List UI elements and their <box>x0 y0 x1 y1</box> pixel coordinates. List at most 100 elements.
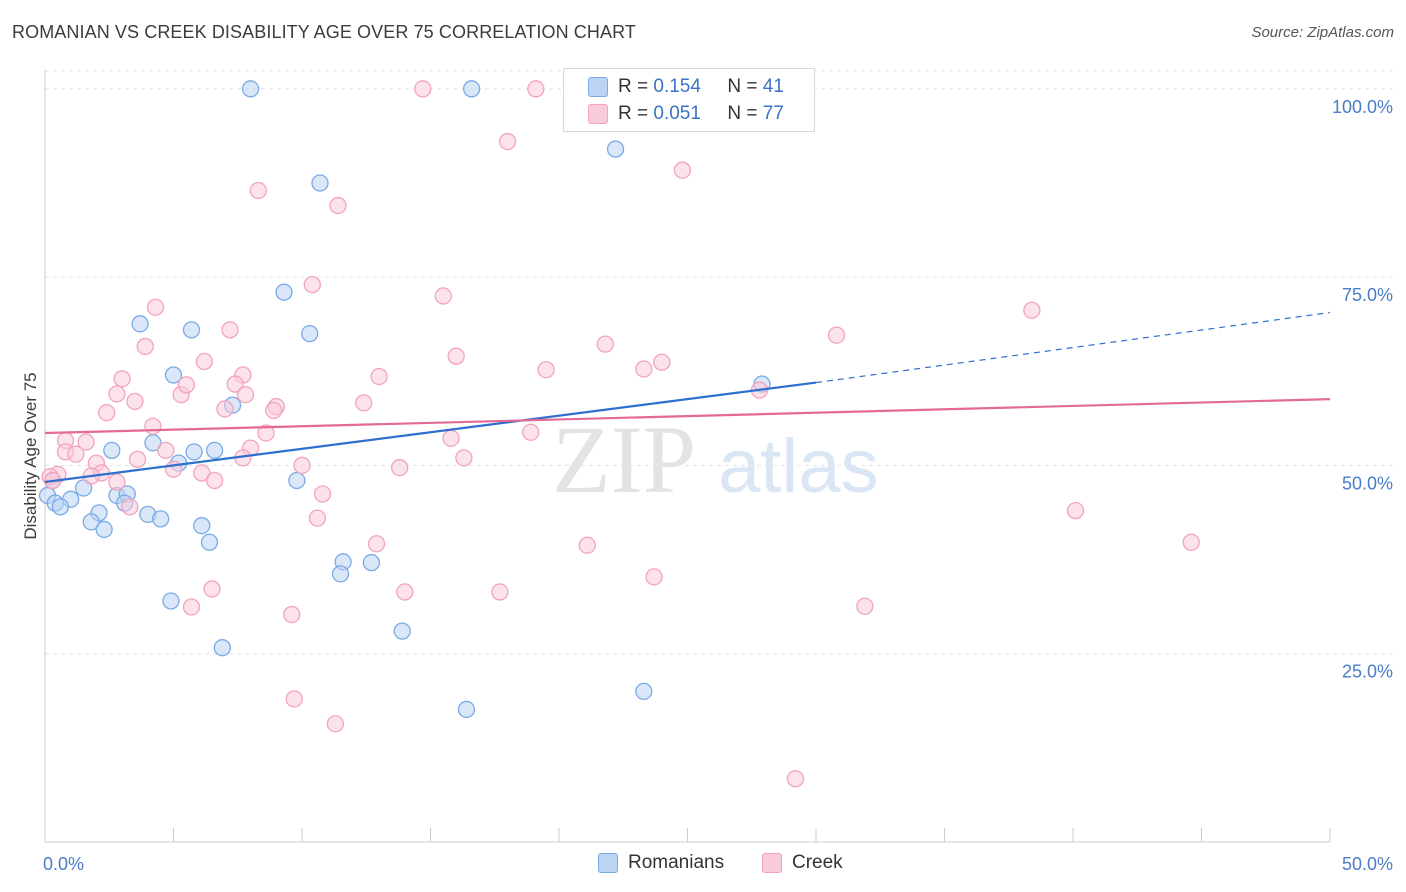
romanians-point <box>164 366 183 384</box>
chart-title: ROMANIAN VS CREEK DISABILITY AGE OVER 75… <box>12 22 636 42</box>
creek-point <box>578 536 596 554</box>
creek-point <box>136 337 154 356</box>
creek-point <box>146 298 165 316</box>
romanians-point <box>95 520 113 539</box>
watermark-zip: ZIP <box>552 406 696 513</box>
x-tick-label: 50.0% <box>1342 854 1393 874</box>
creek-point <box>673 161 692 179</box>
legend-r-label: R = <box>618 76 654 97</box>
romanians-point <box>162 592 180 610</box>
creek-point <box>1182 533 1200 551</box>
romanians-point <box>193 517 211 535</box>
legend-row-creek: R = 0.051 N = 77 <box>588 102 784 126</box>
creek-point <box>1066 501 1085 520</box>
bottom-legend-romanians: Romanians <box>598 852 724 874</box>
creek-point <box>67 445 85 463</box>
romanians-point <box>82 513 100 531</box>
creek-point <box>293 456 311 475</box>
y-axis-label: Disability Age Over 75 <box>21 372 40 539</box>
creek-point <box>447 347 465 365</box>
creek-point <box>303 276 321 294</box>
creek-point <box>786 770 805 788</box>
legend-n-label: N = <box>727 76 763 97</box>
romanians-point <box>185 443 203 461</box>
creek-point <box>326 715 345 733</box>
creek-point <box>391 459 409 477</box>
x-tick-labels: 0.0% 50.0% <box>43 854 1393 874</box>
y-tick-label: 50.0% <box>1342 473 1393 493</box>
legend-row-romanians: R = 0.154 N = 41 <box>588 75 784 99</box>
y-tick-label: 100.0% <box>1332 97 1393 117</box>
creek-point <box>856 597 874 615</box>
romanians-point <box>205 441 224 460</box>
y-tick-label: 25.0% <box>1342 662 1393 682</box>
legend-n-label: N = <box>727 103 763 124</box>
creek-point <box>285 690 303 708</box>
creek-point <box>221 321 239 339</box>
romanians-point <box>200 533 219 551</box>
creek-point <box>121 498 139 516</box>
creek-point <box>491 583 509 601</box>
creek-point <box>596 335 614 353</box>
creek-point <box>527 80 545 98</box>
creek-point <box>164 460 183 478</box>
creek-trend-line <box>44 398 1331 435</box>
creek-point <box>195 352 213 371</box>
bottom-legend-creek: Creek <box>762 852 843 874</box>
watermark: ZIP atlas <box>552 406 879 513</box>
creek-point <box>414 80 432 98</box>
romanians-trend-line <box>44 381 817 484</box>
axes <box>44 70 1331 843</box>
romanians-point <box>606 140 625 158</box>
legend-n-value: 77 <box>762 103 784 124</box>
creek-legend-label: Creek <box>792 852 843 873</box>
romanians-point <box>331 565 350 583</box>
creek-point <box>635 360 653 378</box>
creek-point <box>126 392 144 411</box>
creek-point <box>193 464 211 482</box>
romanians-point <box>131 315 149 333</box>
creek-point <box>367 535 386 553</box>
creek-point <box>257 424 275 442</box>
creek-point <box>1023 301 1041 319</box>
romanians-point <box>275 283 293 301</box>
source-label: Source: ZipAtlas.com <box>1251 24 1394 41</box>
romanians-point <box>182 321 201 339</box>
creek-point <box>827 326 846 344</box>
creek-point <box>108 385 126 403</box>
romanians-point <box>74 479 93 497</box>
creek-point <box>203 580 221 598</box>
creek-point <box>182 598 201 616</box>
creek-point <box>128 450 147 469</box>
romanians-point <box>51 498 70 516</box>
romanians-point <box>462 80 481 98</box>
creek-point <box>216 400 234 418</box>
creek-point <box>645 568 663 586</box>
y-tick-labels: 25.0% 50.0% 75.0% 100.0% <box>1332 97 1393 682</box>
creek-point <box>177 376 196 394</box>
romanians-point <box>288 471 306 490</box>
legend-r-value: 0.051 <box>653 103 701 124</box>
creek-point <box>98 404 116 422</box>
creek-point <box>522 423 540 441</box>
romanians-point <box>393 622 411 640</box>
creek-point <box>265 401 283 420</box>
creek-point <box>77 433 95 451</box>
creek-points <box>41 80 1200 788</box>
romanians-point <box>301 324 319 343</box>
legend-n-value: 41 <box>762 76 784 97</box>
creek-point <box>144 417 162 435</box>
romanians-point <box>241 80 260 98</box>
romanians-point <box>457 700 476 719</box>
romanians-point <box>151 510 170 528</box>
creek-point <box>329 196 347 215</box>
creek-point <box>108 473 126 491</box>
creek-point <box>236 385 255 404</box>
creek-point <box>113 370 131 388</box>
creek-point <box>308 509 327 527</box>
romanians-point <box>311 174 329 192</box>
creek-point <box>370 367 388 386</box>
creek-point <box>249 181 267 200</box>
y-tick-label: 75.0% <box>1342 285 1393 305</box>
